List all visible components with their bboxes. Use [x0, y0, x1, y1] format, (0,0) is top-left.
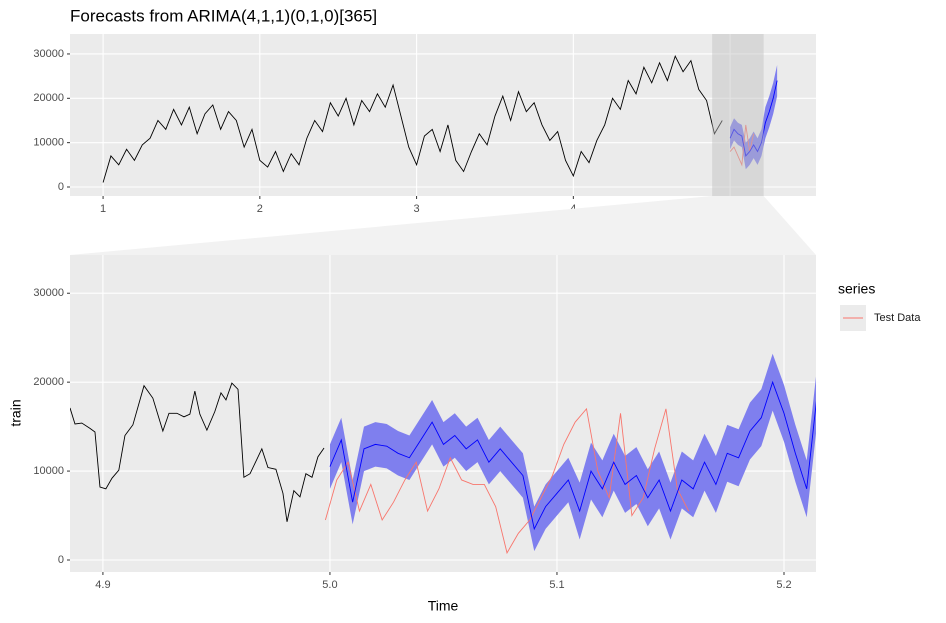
y-tick-label: 20000	[33, 92, 64, 104]
forecast-line	[729, 80, 778, 157]
legend: series Test Data	[838, 281, 921, 331]
x-axis-label: Time	[428, 598, 459, 614]
y-axis-label: train	[8, 399, 24, 426]
plot-area	[102, 54, 778, 183]
panel: 0 10000 20000 30000 4.9 5.0 5.1 5.2	[33, 255, 816, 591]
zoom-highlight	[712, 34, 764, 196]
x-tick-label: 5.1	[549, 579, 564, 591]
y-tick-label: 10000	[33, 137, 64, 149]
x-tick-label: 2	[257, 203, 263, 215]
y-tick-label: 20000	[33, 376, 64, 388]
plot-area	[70, 353, 816, 555]
y-tick-label: 30000	[33, 48, 64, 60]
panel: 010000200003000012345	[33, 34, 816, 215]
series-line	[324, 407, 690, 555]
forecast-band	[730, 65, 778, 170]
train-line	[102, 54, 723, 183]
x-tick-label: 4.9	[95, 579, 110, 591]
zoom-connector	[70, 196, 816, 255]
panel-background	[70, 34, 816, 196]
forecast-band	[329, 353, 816, 552]
x-tick-label: 1	[100, 203, 106, 215]
x-tick-label: 3	[414, 203, 420, 215]
y-tick-label: 0	[58, 554, 64, 566]
train-line	[70, 382, 325, 522]
legend-label: Test Data	[874, 312, 921, 324]
x-tick-label: 5.2	[776, 579, 791, 591]
y-tick-label: 30000	[33, 287, 64, 299]
x-tick-label: 5.0	[322, 579, 337, 591]
y-tick-label: 0	[58, 181, 64, 193]
legend-title: series	[838, 281, 875, 297]
panel-background	[70, 255, 816, 572]
y-tick-label: 10000	[33, 465, 64, 477]
forecast-line	[329, 380, 816, 531]
chart-title: Forecasts from ARIMA(4,1,1)(0,1,0)[365]	[70, 6, 377, 25]
